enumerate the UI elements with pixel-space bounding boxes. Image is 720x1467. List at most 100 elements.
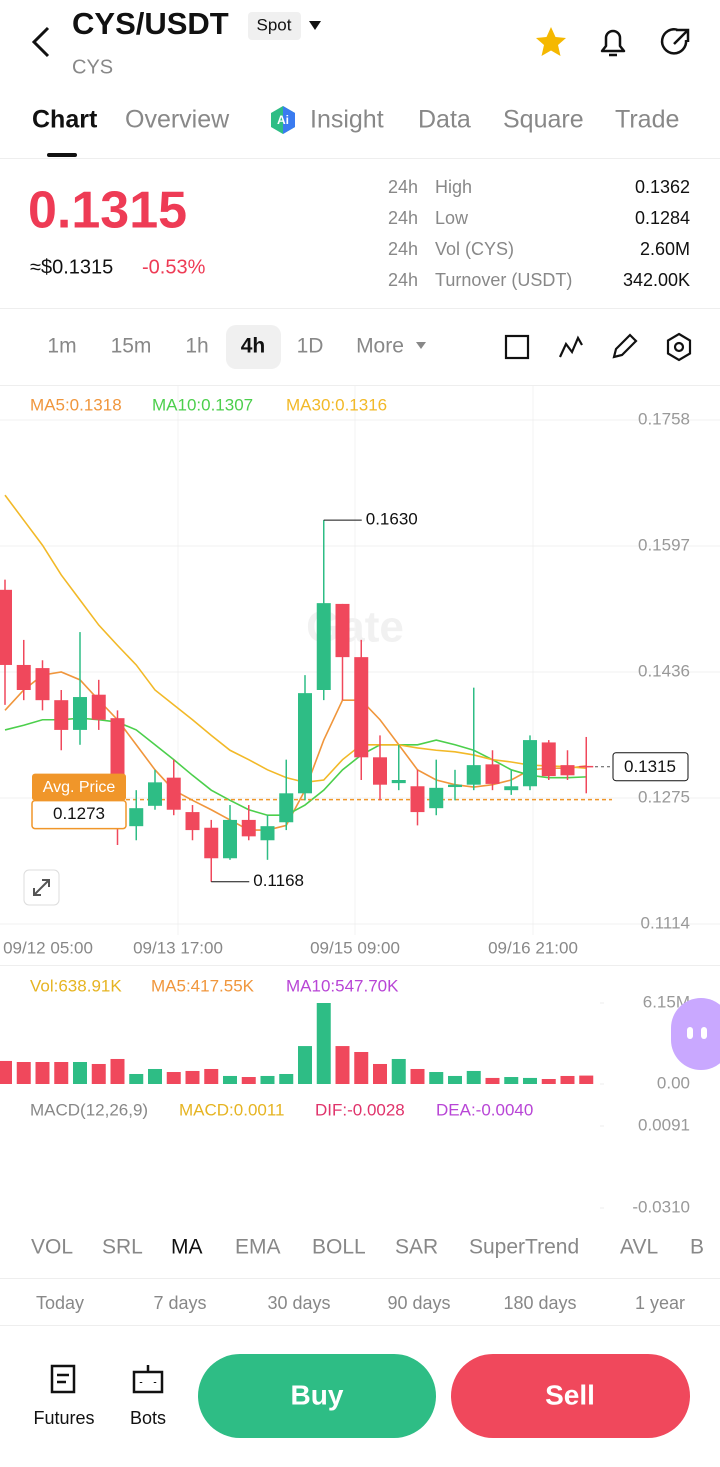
indicator-tab[interactable]: B (690, 1236, 704, 1259)
interval[interactable]: 15m (111, 335, 152, 358)
tool-icon[interactable] (673, 341, 685, 353)
avg-price-value: 0.1273 (53, 804, 105, 823)
favorite-icon[interactable] (536, 27, 566, 56)
indicator-tab[interactable]: VOL (31, 1236, 73, 1259)
interval[interactable]: 1m (47, 335, 76, 358)
bots-label[interactable]: Bots (130, 1408, 166, 1428)
tab[interactable]: Overview (125, 106, 230, 134)
volume-bar (373, 1063, 387, 1084)
range-tab[interactable]: 90 days (387, 1293, 450, 1313)
candle-body (335, 603, 350, 658)
market-badge (248, 12, 301, 40)
fullscreen-icon (33, 879, 50, 896)
range-tab[interactable]: 30 days (267, 1293, 330, 1313)
volume-bar (448, 1075, 462, 1084)
stat-label: Low (435, 208, 469, 228)
divider (0, 965, 720, 966)
stat-period: 24h (388, 270, 418, 290)
stat-value: 0.1284 (635, 208, 690, 228)
assistant-bubble[interactable] (671, 998, 720, 1070)
bots-icon[interactable] (132, 1365, 164, 1394)
candle-body (91, 694, 106, 720)
stat-value: 342.00K (623, 270, 690, 290)
macd-legend: DEA:-0.0040 (436, 1100, 533, 1119)
ma-legend: MA10:0.1307 (152, 395, 253, 414)
volume-bar (35, 1062, 50, 1084)
volume-bar (91, 1063, 106, 1084)
share-icon[interactable] (660, 28, 690, 55)
candle-body (391, 780, 406, 784)
stat-label: High (435, 177, 472, 197)
insight-icon-half (283, 106, 295, 134)
volume-bar (185, 1070, 200, 1084)
volume-legend: MA10:547.70K (286, 976, 399, 995)
volume-tick-label: 6.15M (643, 992, 690, 1011)
candle-body (204, 827, 219, 859)
alert-icon[interactable] (600, 29, 626, 57)
macd-tick-label: 0.0091 (638, 1115, 690, 1134)
tool-icon[interactable] (559, 335, 583, 358)
indicator-tab[interactable]: SuperTrend (469, 1236, 579, 1259)
volume-bar (316, 1003, 331, 1084)
range-tab[interactable]: 1 year (635, 1293, 685, 1313)
tab[interactable]: Trade (615, 106, 679, 134)
indicator-tab[interactable]: EMA (235, 1236, 281, 1259)
macd-legend: MACD(12,26,9) (30, 1100, 148, 1119)
divider (0, 1278, 720, 1279)
interval[interactable]: 4h (241, 335, 266, 358)
volume-bar (354, 1051, 369, 1084)
candle-body (410, 786, 425, 813)
tab-indicator (47, 153, 77, 157)
dropdown-icon[interactable] (309, 21, 321, 30)
stat-value: 0.1362 (635, 177, 690, 197)
futures-label[interactable]: Futures (33, 1408, 94, 1428)
interval[interactable]: 1h (185, 335, 208, 358)
tool-icon[interactable] (612, 333, 638, 359)
candle-body (579, 765, 594, 768)
volume-bar (260, 1075, 275, 1084)
candle-body (523, 740, 537, 787)
stat-label: Vol (CYS) (435, 239, 514, 259)
volume-bar (241, 1077, 256, 1084)
price-change: -0.53% (142, 256, 206, 278)
volume-bar (541, 1078, 556, 1084)
volume-bar (504, 1077, 519, 1084)
interval[interactable]: More (356, 335, 404, 358)
tab[interactable]: Chart (32, 106, 98, 134)
indicator-tab[interactable]: AVL (620, 1236, 658, 1259)
volume-bar (16, 1062, 31, 1084)
buy-label[interactable]: Buy (291, 1379, 344, 1410)
indicator-tab[interactable]: MA (171, 1236, 203, 1259)
indicator-tab[interactable]: SRL (102, 1236, 143, 1259)
range-tab[interactable]: Today (36, 1293, 84, 1313)
assistant-eye (701, 1027, 707, 1039)
tool-icon[interactable] (666, 332, 692, 362)
candle-body (316, 603, 331, 690)
sell-button[interactable] (451, 1354, 690, 1438)
indicator-tab[interactable]: BOLL (312, 1236, 366, 1259)
candle-body (73, 697, 87, 730)
macd-legend: MACD:0.0011 (179, 1100, 285, 1119)
interval[interactable]: 1D (297, 335, 324, 358)
range-tab[interactable]: 7 days (153, 1293, 206, 1313)
back-icon[interactable] (31, 26, 50, 58)
candle-body (185, 812, 200, 831)
last-price-value: 0.1315 (624, 757, 676, 776)
tool-icon[interactable] (504, 334, 530, 360)
indicator-tab[interactable]: SAR (395, 1236, 438, 1259)
futures-icon[interactable] (50, 1364, 76, 1394)
volume-bar (410, 1068, 425, 1084)
sell-label[interactable]: Sell (545, 1379, 595, 1410)
buy-button[interactable] (198, 1354, 436, 1438)
y-tick-label: 0.1758 (638, 409, 690, 428)
volume-bar (73, 1062, 87, 1084)
volume-bar (279, 1073, 294, 1084)
volume-bar (579, 1075, 594, 1084)
tab[interactable]: Square (503, 106, 584, 134)
volume-bar (485, 1077, 500, 1084)
tab[interactable]: Data (418, 106, 471, 134)
volume-bar (466, 1070, 481, 1084)
x-tick-label: 09/13 17:00 (133, 938, 223, 957)
range-tab[interactable]: 180 days (503, 1293, 576, 1313)
tab[interactable]: Insight (310, 106, 384, 134)
